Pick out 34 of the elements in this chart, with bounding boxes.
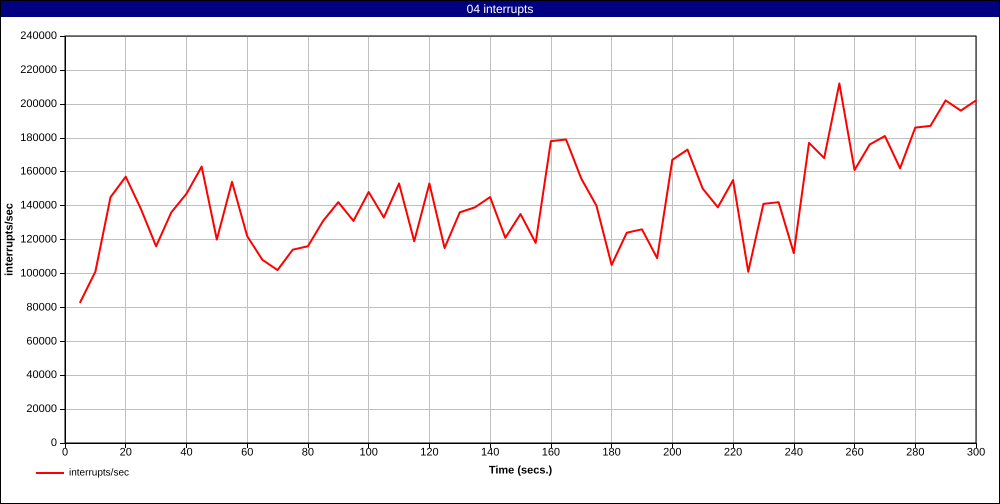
x-tick-label: 260 (845, 446, 864, 458)
y-tick-label: 120000 (20, 234, 57, 246)
x-tick-label: 20 (120, 446, 132, 458)
x-axis-title: Time (secs.) (488, 464, 553, 476)
x-tick-label: 220 (724, 446, 742, 458)
y-tick-label: 100000 (20, 267, 57, 280)
x-tick-label: 180 (602, 446, 621, 458)
x-tick-label: 160 (542, 446, 560, 458)
chart-title: 04 interrupts (1, 1, 999, 17)
y-axis-title: interrupts/sec (4, 203, 16, 276)
x-tick-label: 40 (180, 446, 193, 458)
x-tick-label: 80 (302, 446, 314, 458)
y-tick-label: 160000 (20, 166, 57, 178)
x-tick-label: 0 (62, 446, 68, 458)
y-tick-label: 180000 (20, 132, 57, 144)
x-tick-label: 120 (420, 446, 439, 458)
y-tick-label: 40000 (26, 369, 57, 382)
x-tick-label: 240 (784, 446, 803, 458)
line-series (79, 82, 977, 304)
x-tick-label: 140 (480, 446, 500, 458)
x-tick-label: 200 (663, 446, 682, 458)
x-tick-label: 100 (359, 446, 378, 458)
y-tick-label: 220000 (20, 64, 57, 76)
y-tick-label: 200000 (20, 98, 57, 110)
legend-label: interrupts/sec (69, 468, 130, 478)
y-tick-label: 0 (50, 437, 57, 449)
y-tick-label: 140000 (20, 200, 57, 212)
y-tick-label: 60000 (26, 335, 57, 348)
y-tick-label: 80000 (26, 301, 57, 314)
y-tick-label: 240000 (20, 30, 57, 42)
x-tick-label: 280 (906, 446, 924, 458)
y-tick-label: 20000 (26, 403, 57, 416)
x-tick-label: 60 (241, 446, 254, 458)
x-tick-label: 300 (966, 446, 986, 458)
